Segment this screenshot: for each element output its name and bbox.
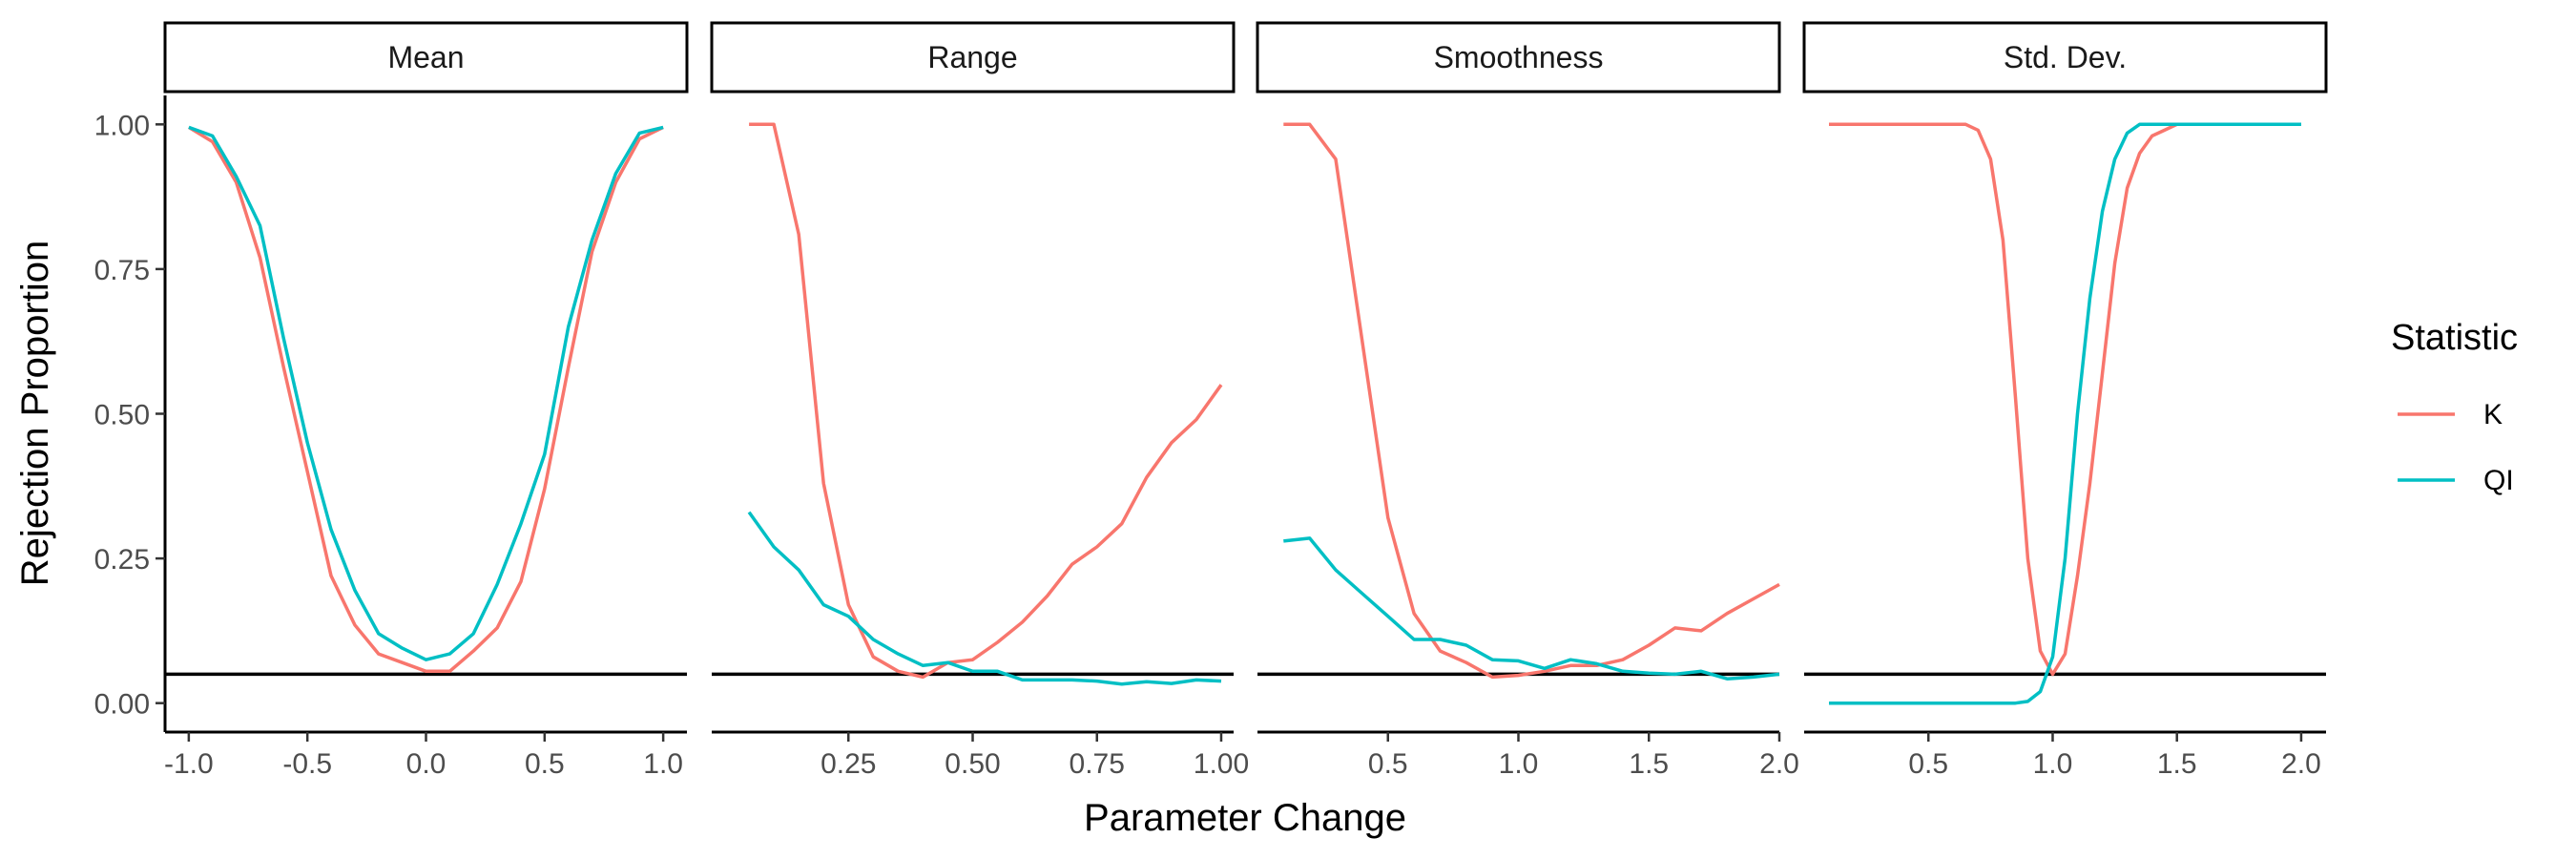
panels-layer: Mean -1.0 -0.5 0.0 0.5 1.0 0.00 0.25 0.50 0.75 1.0…: [94, 21, 2328, 780]
x-tick-label-mean: 0.0: [406, 748, 447, 780]
series-line-qi-smoothness: [1283, 536, 1780, 681]
series-line-qi-std-dev: [1829, 122, 2301, 705]
strip-box-range: [710, 21, 1236, 94]
y-tick-label: 0.25: [94, 544, 150, 576]
legend-item-qi: QI: [2398, 465, 2514, 496]
strip-label-std-dev: Std. Dev.: [2004, 40, 2127, 74]
x-tick-label-std-dev: 1.5: [2157, 748, 2197, 780]
series-line-k-range: [749, 122, 1223, 680]
panel-smoothness: Smoothness 0.5 1.0 1.5 2.0: [1256, 21, 1799, 780]
legend-title: Statistic: [2391, 318, 2518, 358]
y-axis-title: Rejection Proportion: [14, 241, 56, 586]
y-tick-label: 0.50: [94, 400, 150, 431]
x-axis-title: Parameter Change: [1084, 797, 1406, 839]
x-tick-label-range: 0.50: [945, 748, 1000, 780]
x-tick-label-smoothness: 1.5: [1629, 748, 1669, 780]
y-tick-label: 0.00: [94, 689, 150, 721]
strip-label-range: Range: [927, 40, 1017, 74]
x-tick-label-range: 0.75: [1070, 748, 1125, 780]
x-tick-label-std-dev: 1.0: [2033, 748, 2073, 780]
legend-label-k: K: [2483, 399, 2503, 430]
series-line-k-smoothness: [1283, 122, 1780, 680]
series-line-qi-mean: [188, 125, 664, 661]
x-tick-label-range: 1.00: [1194, 748, 1249, 780]
x-tick-label-mean: 0.5: [525, 748, 565, 780]
legend: Statistic K QI: [2391, 318, 2518, 496]
strip-label-smoothness: Smoothness: [1434, 40, 1604, 74]
y-tick-label: 0.75: [94, 255, 150, 286]
panel-std-dev: Std. Dev. 0.5 1.0 1.5 2.0: [1802, 21, 2328, 780]
series-line-k-mean: [187, 125, 664, 674]
strip-box-mean: [163, 21, 689, 94]
y-tick-label: 1.00: [94, 110, 150, 141]
series-line-k-std-dev: [1829, 122, 2301, 677]
x-tick-label-mean: -0.5: [282, 748, 332, 780]
legend-item-k: K: [2398, 399, 2503, 430]
x-tick-label-range: 0.25: [821, 748, 876, 780]
x-tick-label-smoothness: 1.0: [1499, 748, 1539, 780]
series-line-qi-range: [747, 511, 1222, 686]
x-tick-label-mean: -1.0: [164, 748, 214, 780]
x-tick-label-smoothness: 2.0: [1759, 748, 1799, 780]
panel-range: Range 0.25 0.50 0.75 1.00: [710, 21, 1249, 780]
panel-mean: Mean -1.0 -0.5 0.0 0.5 1.0 0.00 0.25 0.50 0.75 1.0…: [94, 21, 689, 780]
x-tick-label-std-dev: 0.5: [1908, 748, 1948, 780]
legend-label-qi: QI: [2483, 465, 2514, 496]
strip-box-std-dev: [1802, 21, 2328, 94]
x-tick-label-smoothness: 0.5: [1368, 748, 1408, 780]
x-tick-label-mean: 1.0: [643, 748, 683, 780]
x-tick-label-std-dev: 2.0: [2281, 748, 2321, 780]
strip-label-mean: Mean: [387, 40, 464, 74]
strip-box-smoothness: [1256, 21, 1781, 94]
